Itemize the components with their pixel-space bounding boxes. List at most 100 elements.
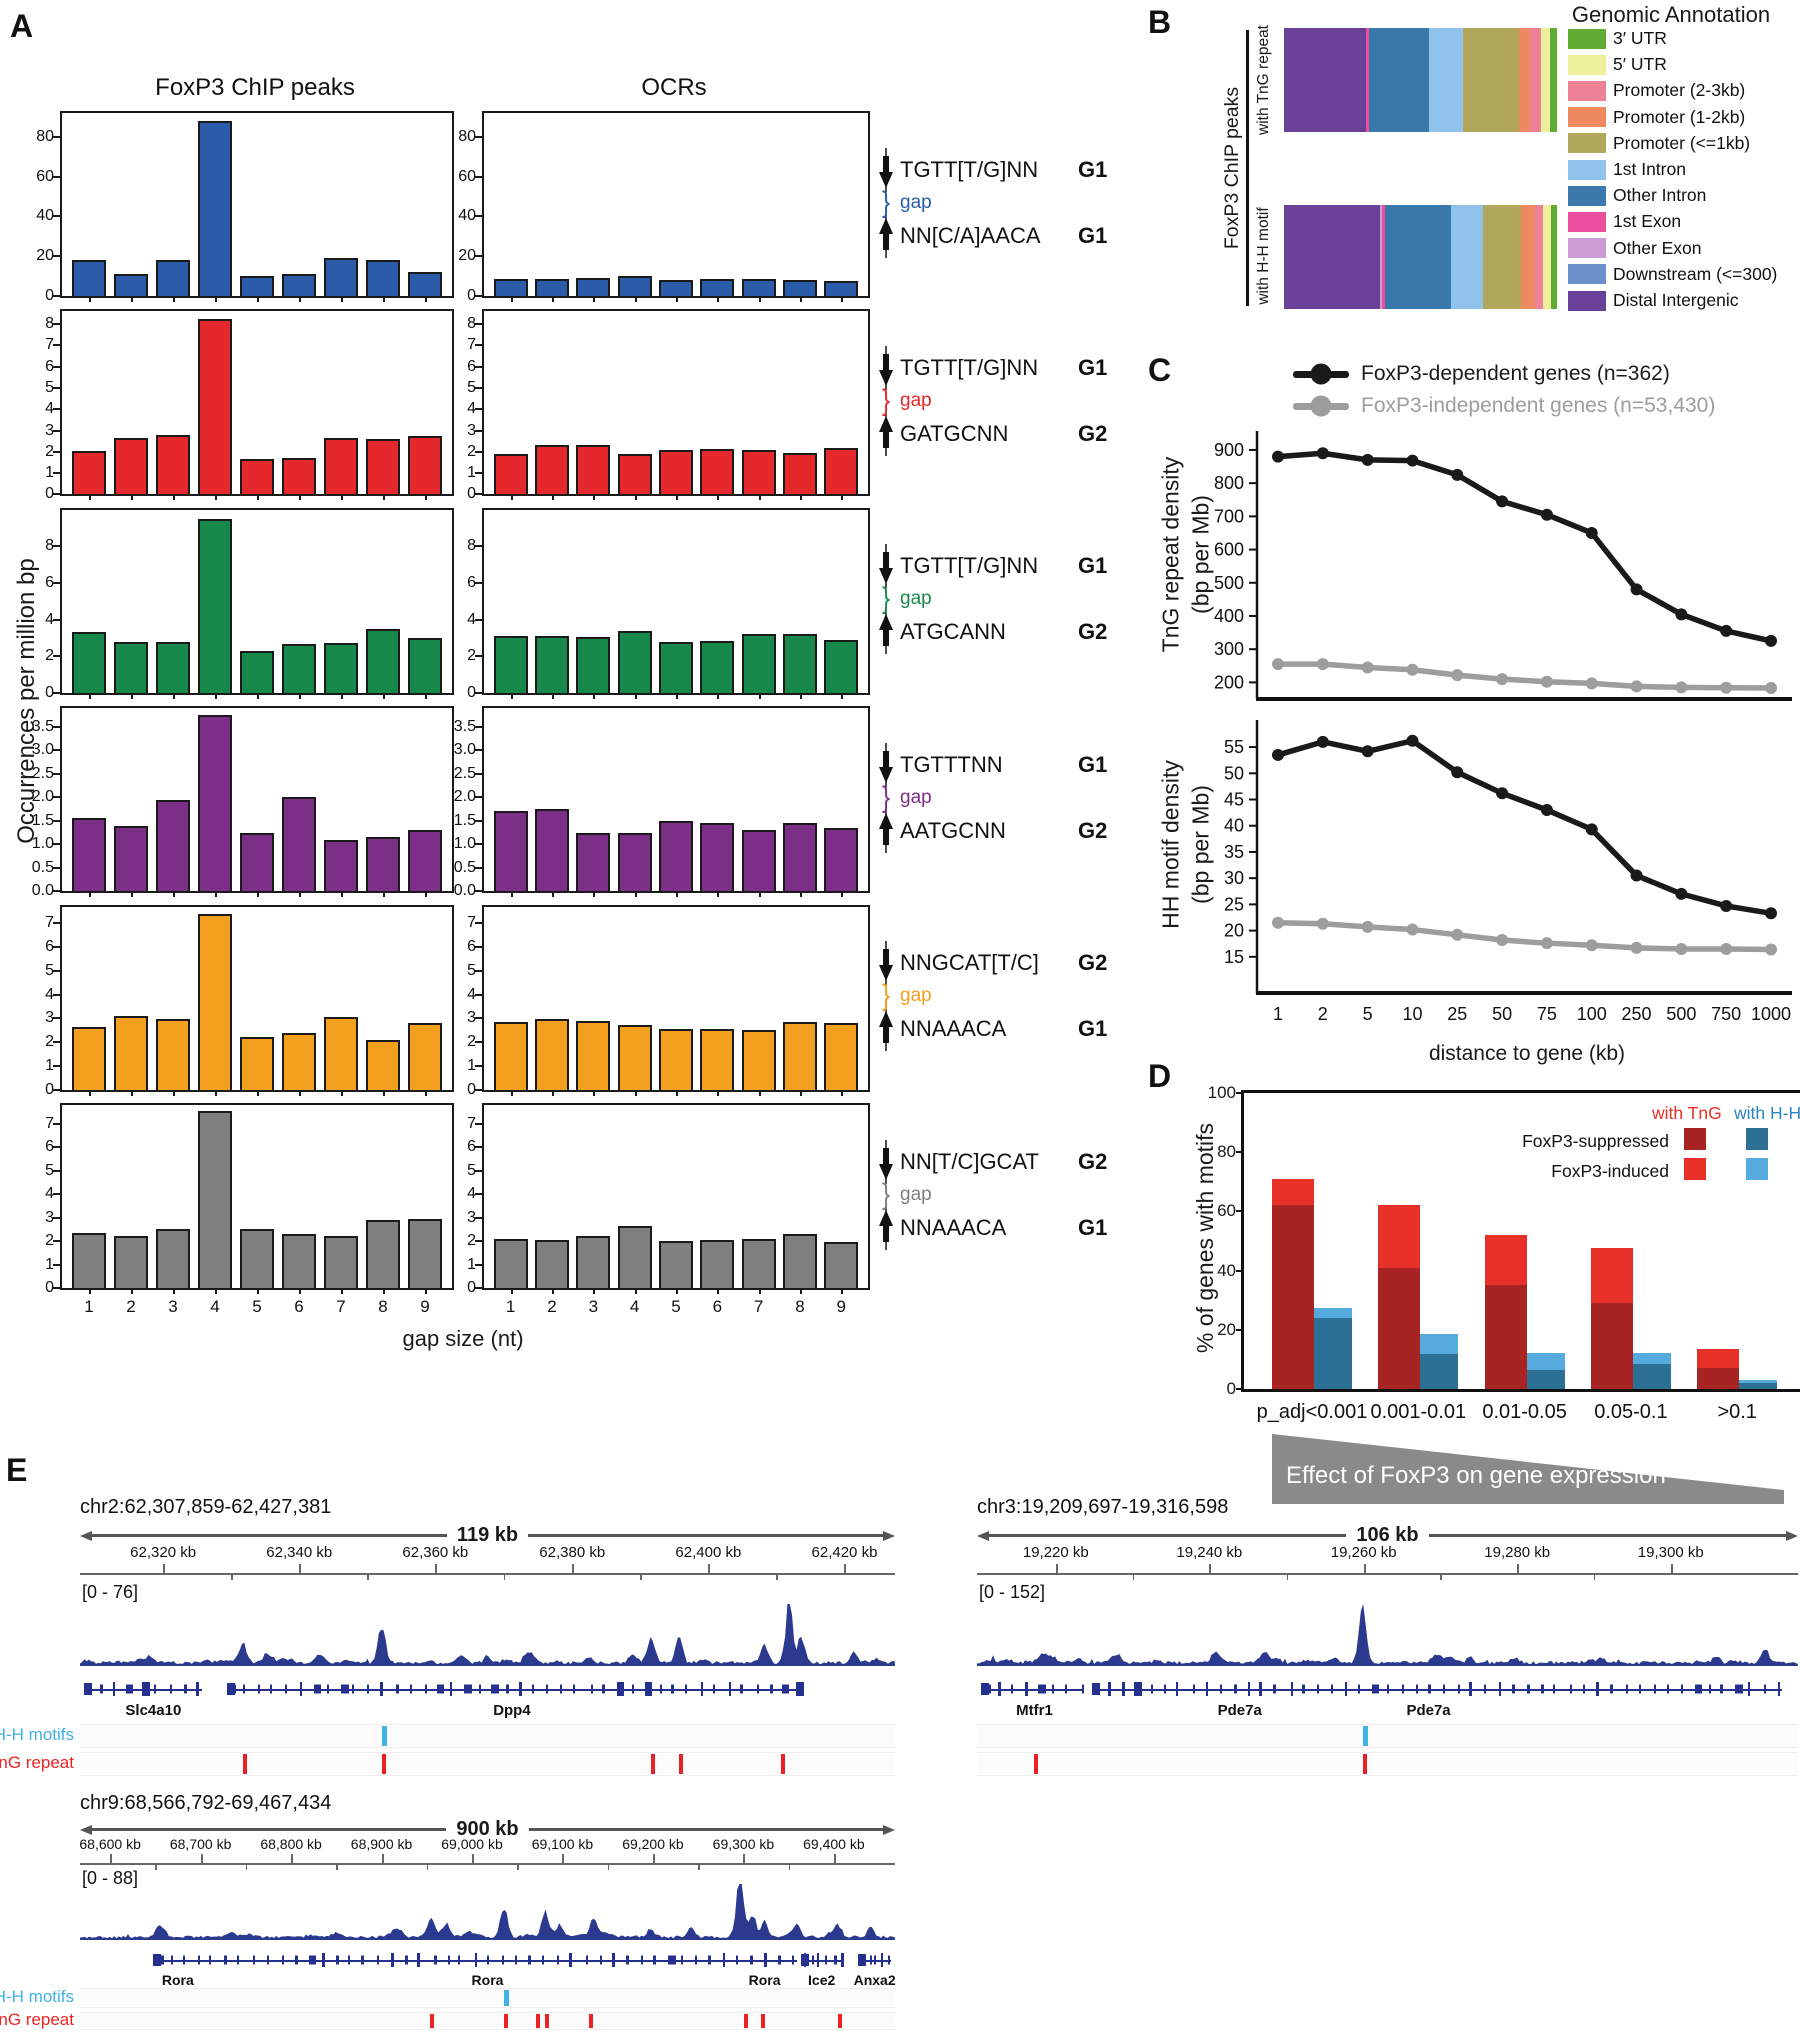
slot	[320, 510, 362, 699]
y-tick-label: 4	[467, 400, 476, 418]
bars	[62, 510, 452, 699]
gx	[313, 1684, 321, 1694]
x-category-label: 0.01-0.05	[1482, 1401, 1567, 1423]
slot	[614, 907, 655, 1096]
mj	[562, 1854, 565, 1863]
coordinate-tick-label: 68,700 kb	[169, 1836, 232, 1852]
gx	[1065, 1684, 1068, 1694]
slot	[779, 708, 820, 898]
y-tick-mark	[475, 1193, 482, 1196]
bar	[493, 1021, 528, 1090]
y-tick-mark	[53, 1017, 60, 1020]
y-tick-label: 3.5	[453, 717, 476, 735]
element	[883, 828, 889, 845]
hh-motif-track	[977, 1724, 1798, 1748]
slot: 6	[278, 1105, 320, 1316]
slot	[531, 708, 572, 898]
slot	[779, 907, 820, 1096]
element	[1361, 661, 1374, 674]
bar	[741, 830, 776, 892]
legend-swatch	[1568, 211, 1606, 232]
x-tick-mark	[257, 692, 259, 699]
x-tick-mark	[89, 296, 91, 302]
x-tick-label: 2	[547, 1297, 557, 1316]
x-tick-mark	[634, 1288, 637, 1294]
element	[883, 155, 889, 172]
element: 25	[1447, 1004, 1467, 1024]
anno-gapline: } gap	[872, 979, 1124, 1013]
bar	[659, 641, 693, 693]
bottom-motif-group: G1	[1078, 222, 1108, 248]
gx	[585, 1955, 588, 1965]
y-tick-mark	[475, 1146, 482, 1149]
bar	[783, 823, 817, 892]
y-tick-mark	[475, 215, 482, 218]
element: 300	[1214, 639, 1244, 659]
panelA-row2-ocr-chart: 0 1 2 3 4 5 6 7 8	[467, 309, 870, 502]
bar	[113, 1015, 149, 1090]
gx	[1625, 1684, 1628, 1694]
x-category-label: 0.001-0.01	[1370, 1401, 1467, 1423]
y-tick-label: 2	[467, 1232, 476, 1250]
element	[1496, 934, 1509, 947]
mj	[844, 1564, 847, 1573]
legend-label: Promoter (2-3kb)	[1613, 80, 1746, 101]
gx	[281, 1955, 284, 1965]
bar	[535, 1019, 569, 1090]
coverage-signal-track	[977, 1604, 1798, 1666]
scale-ruler: 900 kb	[80, 1818, 896, 1841]
gx	[1082, 1684, 1085, 1694]
gx	[367, 1684, 370, 1694]
y-tick-label: 20	[1217, 1319, 1236, 1339]
ln	[528, 1534, 884, 1537]
slot	[194, 113, 236, 302]
gx	[1498, 1682, 1502, 1696]
top-motif: NNGCAT[T/C]	[900, 950, 1039, 976]
element	[879, 812, 893, 829]
slot	[320, 113, 362, 302]
x-tick-label: 9	[420, 1297, 430, 1316]
bar	[239, 832, 275, 892]
x-tick-mark	[841, 494, 844, 501]
element: 50	[1224, 763, 1244, 783]
bar	[493, 1238, 528, 1288]
y-tick-label: 20	[458, 247, 476, 265]
legend-line-icon	[1293, 363, 1349, 385]
bar-segment	[1535, 205, 1544, 309]
legend-dot-icon	[1310, 363, 1332, 385]
legend-swatch	[1568, 54, 1606, 75]
coordinate-tick-label: 69,000 kb	[441, 1836, 503, 1852]
x-tick-mark	[758, 494, 761, 501]
tng-repeat-tick	[650, 1754, 655, 1774]
slot	[531, 907, 572, 1096]
y-tick-label: 2	[467, 1033, 476, 1051]
y-tick-mark	[53, 255, 60, 258]
x-tick-mark	[675, 296, 678, 302]
panel-b-bar-label-tng: with TnG repeat	[1255, 25, 1272, 135]
x-tick-mark	[841, 1288, 844, 1294]
gx	[434, 1955, 437, 1965]
slot	[614, 708, 655, 898]
gx	[756, 1684, 759, 1694]
slot	[194, 311, 236, 501]
y-tick-label: 60	[36, 167, 54, 185]
panelA-row1-foxp3-chart: 0 20 40 60 80	[36, 111, 454, 304]
gx	[458, 1955, 461, 1965]
element	[1540, 937, 1553, 950]
element	[1451, 468, 1464, 481]
gx	[1175, 1682, 1179, 1696]
slot	[697, 113, 738, 302]
x-tick-mark	[593, 1089, 596, 1096]
gx	[182, 1955, 185, 1965]
panelA-row6-motif-annotation: NN[T/C]GCAT G2} gap NNAAACA G1	[872, 1103, 1124, 1286]
element: 750	[1711, 1004, 1741, 1024]
ln	[1428, 1534, 1787, 1537]
y-tick-label: 40	[458, 207, 476, 225]
gx	[531, 1684, 535, 1694]
bar-segment	[1521, 205, 1536, 309]
element: 1000	[1751, 1004, 1791, 1024]
y-tick-label: 2	[467, 647, 476, 665]
slot	[655, 708, 696, 898]
y-tick-mark	[53, 819, 60, 822]
x-tick-mark	[425, 891, 427, 898]
